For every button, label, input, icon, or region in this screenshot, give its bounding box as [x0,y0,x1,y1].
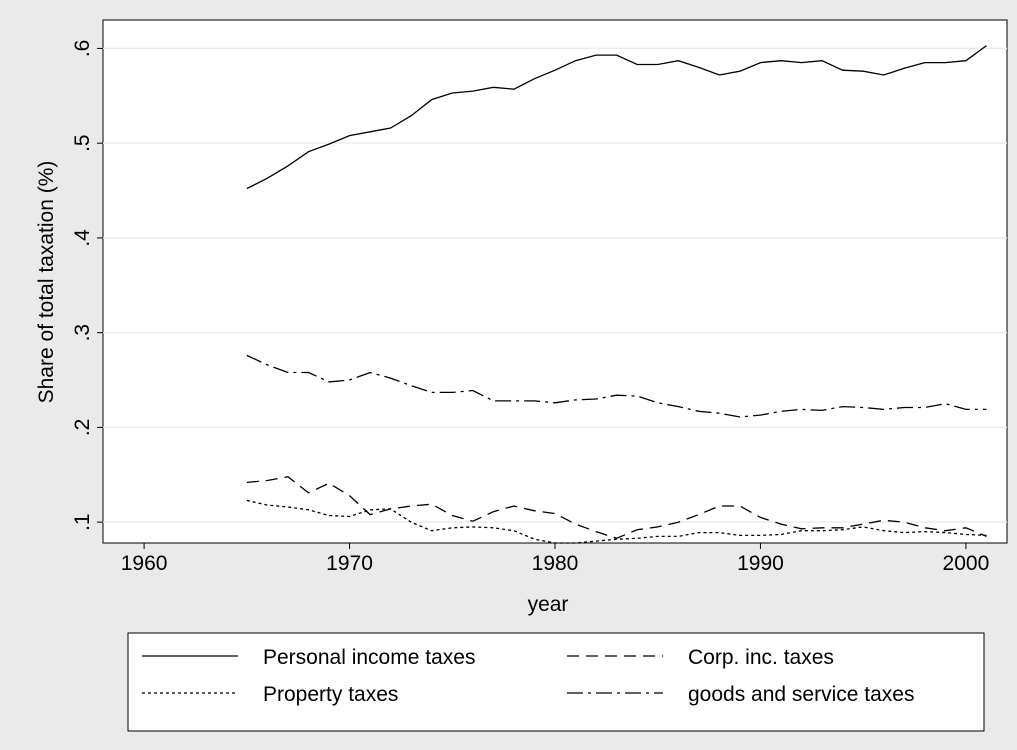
legend-label-0: Personal income taxes [263,646,475,669]
y-tick-label: .5 [71,134,94,152]
x-axis-label: year [528,593,569,616]
y-axis-label: Share of total taxation (%) [35,161,58,404]
y-tick-label: .2 [71,419,94,437]
series-line-2 [246,499,987,544]
legend-label-2: Property taxes [263,683,398,706]
y-tick-label: .1 [71,513,94,531]
x-tick-label: 1980 [532,552,579,575]
x-tick-label: 2000 [943,552,990,575]
legend-box [127,632,985,732]
legend-label-3: goods and service taxes [688,683,914,706]
series-line-3 [246,354,987,418]
x-tick-label: 1960 [121,552,168,575]
grid-lines [103,47,1007,523]
series-line-0 [246,45,987,190]
legend: Personal income taxes Corp. inc. taxes Pro… [142,646,914,706]
series-lines [246,45,987,544]
y-tick-label: .3 [71,324,94,342]
legend-label-1: Corp. inc. taxes [688,646,834,669]
axes: .1 .2 .3 .4 .5 .6 1960 1970 1980 1990 2000 [71,40,989,575]
y-tick-label: .6 [71,40,94,58]
plot-area [102,19,1008,544]
x-tick-label: 1970 [326,552,373,575]
y-tick-label: .4 [71,229,94,247]
x-tick-label: 1990 [737,552,784,575]
series-line-1 [246,476,987,539]
